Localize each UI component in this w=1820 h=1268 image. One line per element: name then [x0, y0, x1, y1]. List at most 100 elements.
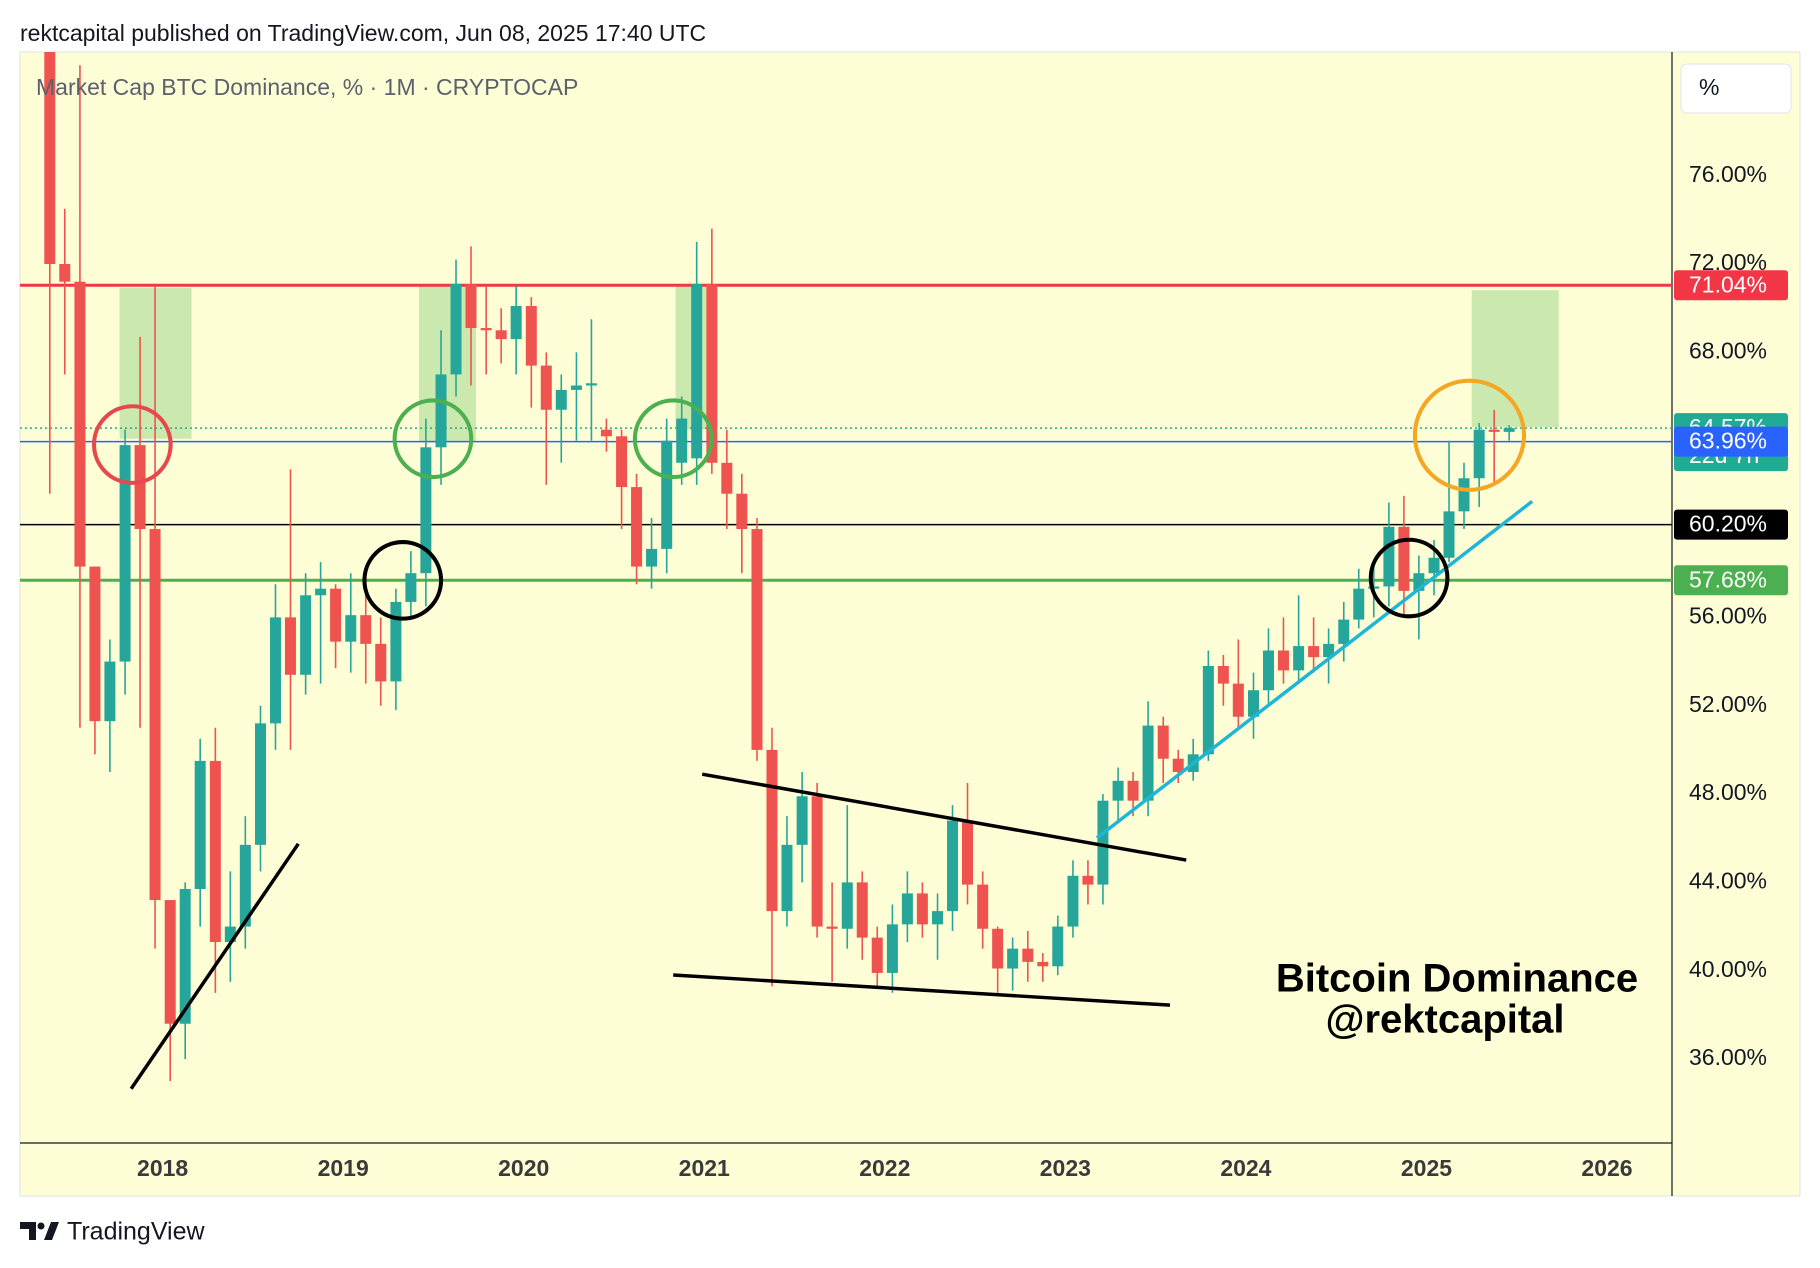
candle-body — [977, 884, 989, 929]
x-tick-label: 2018 — [137, 1155, 188, 1181]
candle-body — [1338, 619, 1350, 644]
header: rektcapital published on TradingView.com… — [20, 20, 706, 46]
candle-body — [149, 529, 161, 901]
candle-body — [736, 493, 748, 530]
candle-body — [766, 749, 778, 912]
candle-body — [375, 643, 387, 682]
candle-body — [1383, 526, 1395, 587]
price-label-box — [1674, 565, 1788, 596]
candle-body — [59, 264, 71, 282]
highlight-circle — [91, 404, 173, 485]
y-tick-label: 56.00% — [1689, 602, 1767, 628]
highlight-circle — [632, 398, 714, 480]
price-labels: 71.04%64.57%22d 7h63.96%60.20%57.68% — [1674, 270, 1788, 596]
candle-body — [796, 796, 808, 845]
candle-body — [1428, 557, 1440, 574]
candle-body — [1503, 428, 1515, 432]
candle-body — [916, 893, 928, 925]
x-tick-label: 2024 — [1220, 1155, 1271, 1181]
candle-body — [856, 882, 868, 938]
candle-body — [360, 615, 372, 644]
logo-part — [44, 1222, 59, 1240]
candle-body — [345, 615, 357, 642]
candle-body — [826, 926, 838, 929]
candle-body — [661, 440, 673, 549]
candle-body — [134, 445, 146, 530]
candle-body — [1172, 758, 1184, 772]
candle-body — [405, 573, 417, 602]
logo-part — [20, 1222, 36, 1240]
candle-body — [706, 283, 718, 463]
candle-body — [239, 844, 251, 927]
candle-body — [1037, 961, 1049, 967]
candle-body — [555, 389, 567, 410]
candle-body — [871, 937, 883, 973]
candle-body — [1323, 643, 1335, 658]
scale-button-box[interactable] — [1680, 63, 1792, 114]
x-tick-label: 2019 — [318, 1155, 369, 1181]
price-label-box — [1674, 509, 1788, 540]
x-tick-label: 2020 — [498, 1155, 549, 1181]
candle-body — [962, 820, 974, 885]
brand-logo — [20, 1222, 59, 1240]
x-tick-label: 2023 — [1040, 1155, 1091, 1181]
candle-body — [1202, 665, 1214, 755]
candle-body — [1217, 665, 1229, 684]
scale-button-label[interactable]: % — [1699, 74, 1719, 100]
candle-body — [811, 796, 823, 927]
candle-body — [1413, 573, 1425, 591]
y-tick-label: 40.00% — [1689, 956, 1767, 982]
highlight-circle — [1368, 537, 1450, 619]
highlight-circle — [392, 398, 474, 480]
x-tick-label: 2022 — [859, 1155, 910, 1181]
candle-body — [751, 529, 763, 750]
y-tick-label: 68.00% — [1689, 337, 1767, 363]
candle-body — [1293, 646, 1305, 671]
candle-body — [465, 283, 477, 329]
candle-body — [1007, 948, 1019, 969]
candle-body — [300, 595, 312, 675]
candle-body — [631, 487, 643, 567]
candle-body — [1142, 725, 1154, 801]
candle-body — [901, 893, 913, 925]
trend-line — [701, 772, 1187, 862]
candle-body — [585, 383, 597, 386]
candle-body — [841, 882, 853, 929]
candle-body — [1262, 650, 1274, 691]
scale-button[interactable]: % — [1680, 63, 1792, 114]
candle-body — [1157, 725, 1169, 759]
highlight-circle — [1412, 378, 1527, 492]
candle-body — [1112, 780, 1124, 801]
candle-body — [1247, 690, 1259, 717]
candle-body — [1473, 429, 1485, 479]
candle-body — [616, 436, 628, 488]
x-tick-label: 2026 — [1581, 1155, 1632, 1181]
x-tick-label: 2021 — [679, 1155, 730, 1181]
y-tick-label: 76.00% — [1689, 161, 1767, 187]
candle-body — [1082, 875, 1094, 885]
candle-body — [119, 445, 131, 662]
candle-body — [420, 447, 432, 574]
candle-body — [721, 462, 733, 494]
candle-body — [1443, 511, 1455, 558]
candle-body — [1127, 780, 1139, 801]
footer-brand: TradingView — [67, 1218, 206, 1246]
candles — [44, 52, 1515, 1082]
candle-body — [1488, 429, 1500, 432]
trend-line — [1095, 500, 1534, 840]
candle-body — [691, 283, 703, 459]
candle-body — [480, 328, 492, 331]
price-label-box — [1674, 270, 1788, 301]
candle-body — [1353, 588, 1365, 620]
candle-body — [330, 588, 342, 642]
candle-body — [570, 385, 582, 390]
candle-body — [284, 617, 296, 675]
chart-panel — [19, 51, 1801, 1197]
price-label: 60.20% — [1689, 511, 1767, 537]
candle-body — [104, 661, 116, 722]
candle-body — [44, 52, 56, 265]
candle-body — [254, 723, 266, 845]
annotation: @rektcapital — [1325, 998, 1564, 1042]
